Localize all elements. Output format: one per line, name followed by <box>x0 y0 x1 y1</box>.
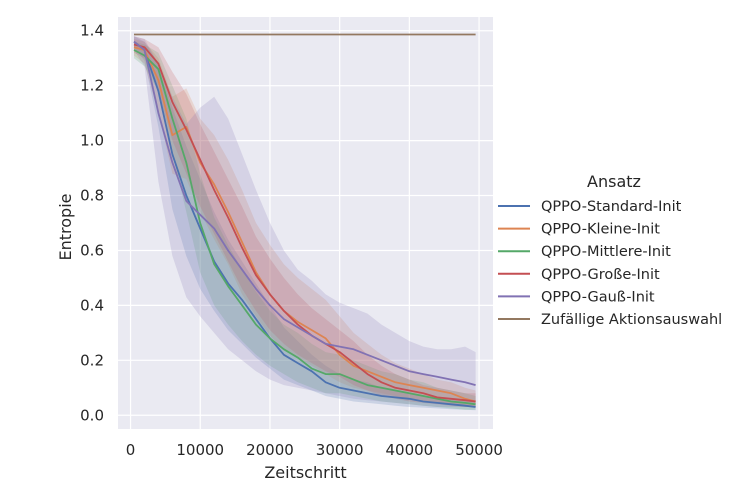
x-tick-label: 20000 <box>246 441 294 459</box>
confidence-band-2 <box>134 39 476 407</box>
legend-label: QPPO-Gauß-Init <box>541 289 655 305</box>
series-line-3 <box>133 49 476 406</box>
y-tick-label: 0.0 <box>80 406 104 424</box>
confidence-band-1 <box>134 36 476 411</box>
legend-label: QPPO-Mittlere-Init <box>541 244 671 260</box>
confidence-band-4 <box>134 36 476 407</box>
x-tick-label: 50000 <box>455 441 503 459</box>
series-lines <box>133 33 476 408</box>
legend-label: Zufällige Aktionsauswahl <box>541 312 722 328</box>
grid-lines <box>118 17 493 429</box>
legend-label: QPPO-Kleine-Init <box>541 222 660 238</box>
series-line-1 <box>133 40 476 408</box>
x-tick-label: 40000 <box>385 441 433 459</box>
y-tick-label: 0.4 <box>80 296 104 314</box>
y-tick-label: 1.4 <box>80 22 104 40</box>
x-tick-labels: 0 10000 20000 30000 40000 50000 <box>126 441 503 459</box>
legend-label: QPPO-Standard-Init <box>541 199 682 215</box>
confidence-band-3 <box>134 41 476 410</box>
confidence-bands <box>134 36 476 411</box>
y-tick-label: 1.2 <box>80 77 104 95</box>
legend-label: QPPO-Große-Init <box>541 267 660 283</box>
series-line-4 <box>133 43 476 403</box>
y-tick-label: 0.6 <box>80 241 104 259</box>
legend-title: Ansatz <box>587 172 641 191</box>
legend: Ansatz QPPO-Standard-Init QPPO-Kleine-Ini… <box>498 172 722 328</box>
y-tick-labels: 0.0 0.2 0.4 0.6 0.8 1.0 1.2 1.4 <box>80 22 104 425</box>
x-tick-label: 0 <box>126 441 136 459</box>
series-line-5 <box>133 40 476 386</box>
y-tick-label: 1.0 <box>80 132 104 150</box>
x-axis-label: Zeitschritt <box>264 463 346 482</box>
y-tick-label: 0.2 <box>80 351 104 369</box>
y-tick-label: 0.8 <box>80 187 104 205</box>
x-tick-label: 10000 <box>176 441 224 459</box>
y-axis-label: Entropie <box>56 194 75 261</box>
confidence-band-5 <box>134 36 476 407</box>
x-tick-label: 30000 <box>316 441 364 459</box>
